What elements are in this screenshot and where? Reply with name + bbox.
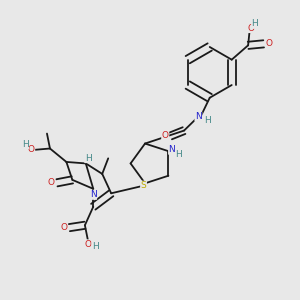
Text: O: O [85, 240, 92, 249]
Text: H: H [176, 150, 182, 159]
Text: H: H [204, 116, 211, 125]
Text: H: H [252, 19, 258, 28]
Text: O: O [61, 223, 68, 232]
Text: H: H [22, 140, 28, 148]
Text: N: N [195, 112, 202, 121]
Text: O: O [48, 178, 55, 187]
Text: O: O [247, 23, 254, 32]
Text: O: O [162, 131, 169, 140]
Text: H: H [92, 242, 99, 251]
Text: O: O [266, 39, 272, 48]
Text: N: N [169, 145, 176, 154]
Text: N: N [90, 190, 97, 199]
Text: S: S [141, 181, 146, 190]
Text: H: H [85, 154, 92, 163]
Text: O: O [28, 145, 35, 154]
